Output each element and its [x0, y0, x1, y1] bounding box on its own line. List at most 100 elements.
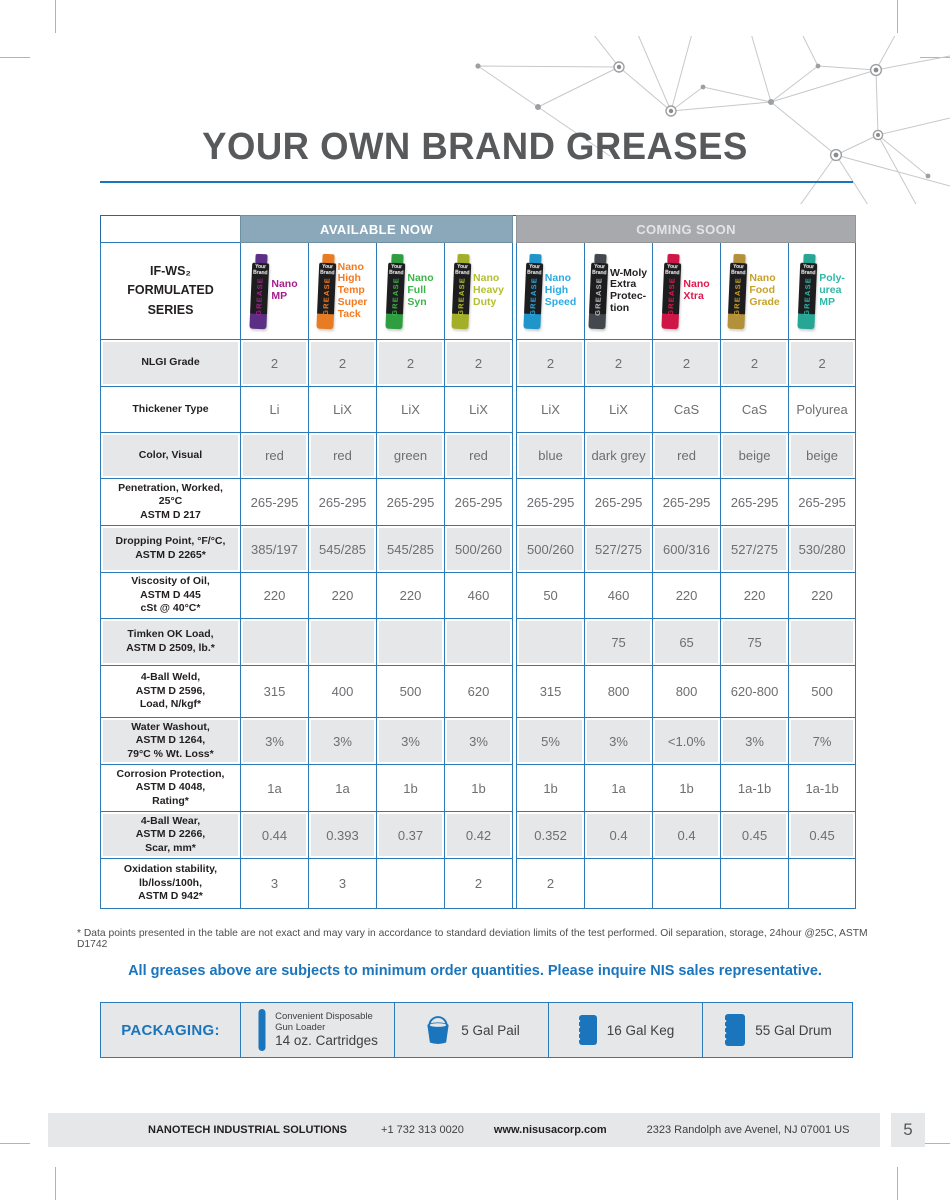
packaging-strip: PACKAGING: Convenient Disposable Gun Loa…: [100, 1002, 853, 1058]
spec-value: 500: [376, 665, 445, 718]
spec-value: 500/260: [516, 525, 586, 573]
packaging-item-drum: 55 Gal Drum: [702, 1003, 852, 1057]
spec-value: 2: [240, 339, 309, 387]
spec-value: 0.352: [516, 811, 586, 859]
spec-row: Color, Visual red red green red blue dark grey…: [100, 432, 857, 479]
crop-mark: [55, 0, 56, 33]
spec-value: CaS: [652, 386, 722, 433]
spec-value: 75: [584, 618, 654, 666]
spec-value: 2: [443, 858, 514, 909]
spec-label: Oxidation stability, lb/loss/100h, ASTM …: [100, 858, 241, 909]
product-column-header: Your Brand GREASE Nano High Temp Super Tac…: [308, 242, 377, 340]
spec-value: 220: [240, 572, 309, 619]
grease-tube-image: Your Brand GREASE: [523, 253, 544, 329]
spec-value: 2: [516, 339, 586, 387]
product-name: Nano Full Syn: [407, 272, 434, 308]
spec-value: LiX: [376, 386, 445, 433]
footer-address: 2323 Randolph ave Avenel, NJ 07001 US: [646, 1124, 850, 1136]
spec-value: 2: [443, 339, 514, 387]
spec-value: 0.4: [652, 811, 722, 859]
spec-value: 0.393: [308, 811, 377, 859]
spec-value: 1a: [308, 764, 377, 812]
crop-mark: [897, 0, 898, 33]
spec-value: 75: [720, 618, 790, 666]
spec-value: 65: [652, 618, 722, 666]
crop-mark: [897, 1167, 898, 1200]
spec-value: 0.45: [788, 811, 857, 859]
spec-row: Penetration, Worked, 25°C ASTM D 217 265-…: [100, 478, 857, 526]
spec-value: 265-295: [308, 478, 377, 526]
spec-value: 3%: [443, 717, 514, 765]
spec-value: 265-295: [652, 478, 722, 526]
spec-row: Corrosion Protection, ASTM D 4048, Ratin…: [100, 764, 857, 812]
spec-label: Corrosion Protection, ASTM D 4048, Ratin…: [100, 764, 241, 812]
spec-value: 220: [308, 572, 377, 619]
group-divider: [512, 215, 517, 243]
series-label: IF-WS₂ FORMULATED SERIES: [100, 242, 241, 340]
spec-value: Li: [240, 386, 309, 433]
spec-value: red: [308, 432, 377, 479]
packaging-main-label: 16 Gal Keg: [606, 1022, 675, 1038]
product-name: W-Moly Extra Protec- tion: [609, 266, 648, 314]
spec-value: 220: [788, 572, 857, 619]
spec-value: 385/197: [240, 525, 309, 573]
product-name: Nano Food Grade: [749, 272, 780, 308]
spec-value: 3%: [720, 717, 790, 765]
spec-value: 800: [652, 665, 722, 718]
spec-value: 0.45: [720, 811, 790, 859]
spec-value: dark grey: [584, 432, 654, 479]
spec-value: CaS: [720, 386, 790, 433]
spec-value: 2: [652, 339, 722, 387]
spec-value: green: [376, 432, 445, 479]
footer-website: www.nisusacorp.com: [493, 1124, 607, 1136]
spec-value: blue: [516, 432, 586, 479]
spec-value: LiX: [308, 386, 377, 433]
spec-value: 527/275: [720, 525, 790, 573]
product-name: Nano High Temp Super Tack: [337, 260, 368, 320]
spec-label: Timken OK Load, ASTM D 2509, lb.*: [100, 618, 241, 666]
spec-row: Viscosity of Oil, ASTM D 445 cSt @ 40°C*…: [100, 572, 857, 619]
product-column-header: Your Brand GREASE Nano High Speed: [516, 242, 586, 340]
spec-value: [240, 618, 309, 666]
spec-value: LiX: [584, 386, 654, 433]
footnote: * Data points presented in the table are…: [77, 928, 868, 950]
spec-value: [443, 618, 514, 666]
product-column-header: Your Brand GREASE Nano MP: [240, 242, 309, 340]
page-title: YOUR OWN BRAND GREASES: [202, 126, 748, 168]
grease-spec-table: AVAILABLE NOW COMING SOON IF-WS₂ FORMULATE…: [100, 215, 857, 909]
spec-value: 265-295: [516, 478, 586, 526]
spec-value: 600/316: [652, 525, 722, 573]
spec-value: 1a: [584, 764, 654, 812]
product-column-header: Your Brand GREASE Nano Full Syn: [376, 242, 445, 340]
crop-mark: [920, 1143, 950, 1144]
order-note: All greases above are subjects to minimu…: [128, 963, 822, 979]
crop-mark: [920, 57, 950, 58]
packaging-main-label: 5 Gal Pail: [461, 1022, 520, 1038]
spec-label: Color, Visual: [100, 432, 241, 479]
spec-row: 4-Ball Wear, ASTM D 2266, Scar, mm* 0.44 0…: [100, 811, 857, 859]
spec-value: 7%: [788, 717, 857, 765]
product-column-header: Your Brand GREASE Nano Xtra: [652, 242, 722, 340]
spec-value: 1b: [376, 764, 445, 812]
spec-value: 460: [584, 572, 654, 619]
footer-bar: NANOTECH INDUSTRIAL SOLUTIONS +1 732 313…: [48, 1113, 880, 1147]
packaging-item-cartridges: Convenient Disposable Gun Loader 14 oz. …: [240, 1003, 394, 1057]
spec-value: 2: [584, 339, 654, 387]
product-column-header: Your Brand GREASE Nano Heavy Duty: [443, 242, 514, 340]
grease-tube-image: Your Brand GREASE: [249, 253, 270, 329]
spec-value: [788, 618, 857, 666]
spec-value: [308, 618, 377, 666]
keg-icon: [577, 1014, 599, 1046]
spec-value: [788, 858, 857, 909]
spec-value: 315: [516, 665, 586, 718]
spec-value: red: [240, 432, 309, 479]
spec-value: 530/280: [788, 525, 857, 573]
spec-label: Viscosity of Oil, ASTM D 445 cSt @ 40°C*: [100, 572, 241, 619]
spec-value: LiX: [516, 386, 586, 433]
spec-label: Dropping Point, °F/°C, ASTM D 2265*: [100, 525, 241, 573]
spec-row: Dropping Point, °F/°C, ASTM D 2265* 385/1…: [100, 525, 857, 573]
product-column-header: Your Brand GREASE Nano Food Grade: [720, 242, 790, 340]
grease-tube-image: Your Brand GREASE: [797, 253, 818, 329]
spec-value: 265-295: [584, 478, 654, 526]
